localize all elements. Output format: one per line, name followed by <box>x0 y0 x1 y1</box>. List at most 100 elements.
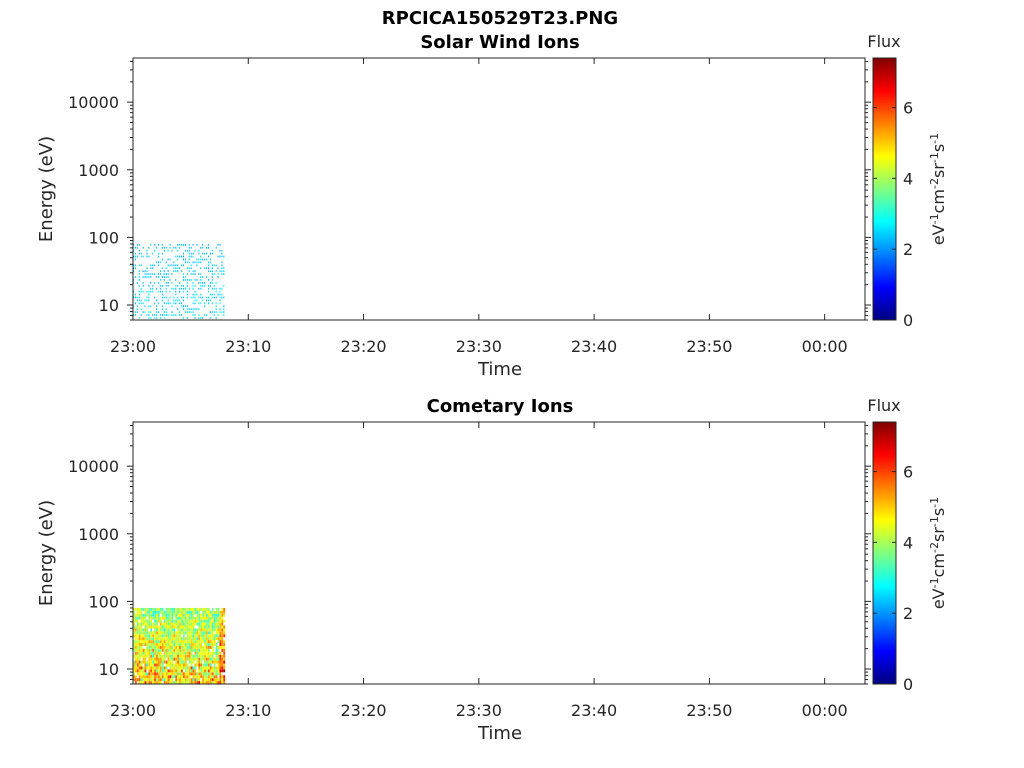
x-tick-label: 23:40 <box>571 337 617 356</box>
heatmap-cell <box>211 249 213 252</box>
heatmap-cell <box>198 681 201 684</box>
heatmap-cell <box>133 607 135 611</box>
heatmap-cell <box>188 267 190 270</box>
heatmap-cell <box>182 625 185 629</box>
heatmap-cell <box>211 681 214 684</box>
heatmap-cell <box>186 610 189 614</box>
heatmap-cell <box>209 666 212 670</box>
heatmap-cell <box>182 675 185 679</box>
heatmap-cell <box>142 246 144 249</box>
heatmap-cell <box>175 293 177 296</box>
heatmap-cell <box>157 666 160 670</box>
heatmap-cell <box>207 619 210 623</box>
colorbar-tick-label: 4 <box>903 169 913 188</box>
heatmap-cell <box>184 305 186 308</box>
heatmap-cell <box>138 290 140 293</box>
heatmap-cell <box>211 252 213 255</box>
heatmap-cell <box>190 654 193 658</box>
heatmap-cell <box>133 305 135 308</box>
heatmap-cell <box>167 610 170 614</box>
heatmap-cell <box>219 631 222 635</box>
heatmap-cell <box>140 302 142 305</box>
heatmap-cell <box>219 634 222 638</box>
heatmap-cell <box>150 634 153 638</box>
heatmap-cell <box>140 314 142 316</box>
heatmap-cell <box>188 270 190 273</box>
heatmap-cell <box>144 640 147 644</box>
heatmap-cell <box>173 302 175 305</box>
heatmap-cell <box>186 672 189 676</box>
heatmap-cell <box>206 645 208 649</box>
heatmap-cell <box>188 666 191 670</box>
heatmap-cell <box>215 669 218 673</box>
heatmap-cell <box>194 651 197 655</box>
heatmap-cell <box>177 267 179 270</box>
heatmap-cell <box>207 669 210 673</box>
heatmap-cell <box>165 607 168 611</box>
heatmap-cell <box>169 290 171 293</box>
heatmap-cell <box>202 610 204 614</box>
heatmap-cell <box>142 678 145 682</box>
heatmap-cell <box>200 255 202 258</box>
heatmap-cell <box>196 637 199 641</box>
heatmap-cell <box>186 305 188 308</box>
heatmap-cell <box>144 660 147 664</box>
heatmap-cell <box>217 654 220 658</box>
heatmap-cell <box>167 663 170 667</box>
heatmap-cell <box>215 634 218 638</box>
heatmap-cell <box>133 296 135 299</box>
heatmap-cell <box>136 607 139 611</box>
heatmap-cell <box>140 637 143 641</box>
heatmap-cell <box>206 663 208 667</box>
heatmap-cell <box>134 663 137 667</box>
heatmap-cell <box>157 681 160 684</box>
heatmap-cell <box>184 678 187 682</box>
heatmap-cell <box>181 613 183 617</box>
heatmap-cell <box>188 622 191 626</box>
heatmap-cell <box>169 651 172 655</box>
heatmap-cell <box>188 243 190 246</box>
heatmap-cell <box>198 610 201 614</box>
heatmap-cell <box>192 296 194 299</box>
heatmap-cell <box>209 610 212 614</box>
heatmap-cell <box>192 281 194 284</box>
heatmap-cell <box>152 631 155 635</box>
heatmap-cell <box>190 637 193 641</box>
heatmap-cell <box>196 634 199 638</box>
heatmap-cell <box>209 622 212 626</box>
heatmap-cell <box>157 261 160 264</box>
heatmap-cell <box>165 616 168 620</box>
heatmap-cell <box>140 631 143 635</box>
heatmap-cell <box>196 675 199 679</box>
heatmap-cell <box>152 634 155 638</box>
heatmap-cell <box>198 651 201 655</box>
heatmap-cell <box>156 610 158 614</box>
heatmap-cell <box>157 651 160 655</box>
x-tick-label: 23:30 <box>456 337 502 356</box>
heatmap-cell <box>223 651 226 655</box>
heatmap-cell <box>192 634 195 638</box>
heatmap-cell <box>159 284 161 287</box>
heatmap-cell <box>134 296 136 299</box>
heatmap-cell <box>194 681 197 684</box>
heatmap-cell <box>177 299 179 302</box>
heatmap-cell <box>173 267 175 270</box>
heatmap-cell <box>217 622 220 626</box>
heatmap-cell <box>194 270 196 273</box>
heatmap-cell <box>148 314 150 316</box>
heatmap-cell <box>140 648 143 652</box>
heatmap-cell <box>200 645 203 649</box>
heatmap-cell <box>217 616 220 620</box>
heatmap-cell <box>202 663 204 667</box>
heatmap-cell <box>204 284 206 287</box>
heatmap-cell <box>221 643 224 646</box>
heatmap-cell <box>175 663 178 667</box>
heatmap-cell <box>179 675 181 679</box>
heatmap-cell <box>175 616 178 620</box>
heatmap-cell <box>213 314 215 316</box>
heatmap-cell <box>169 672 172 676</box>
heatmap-cell <box>188 619 191 623</box>
heatmap-cell <box>159 634 162 638</box>
heatmap-cell <box>161 276 163 278</box>
heatmap-cell <box>142 634 145 638</box>
